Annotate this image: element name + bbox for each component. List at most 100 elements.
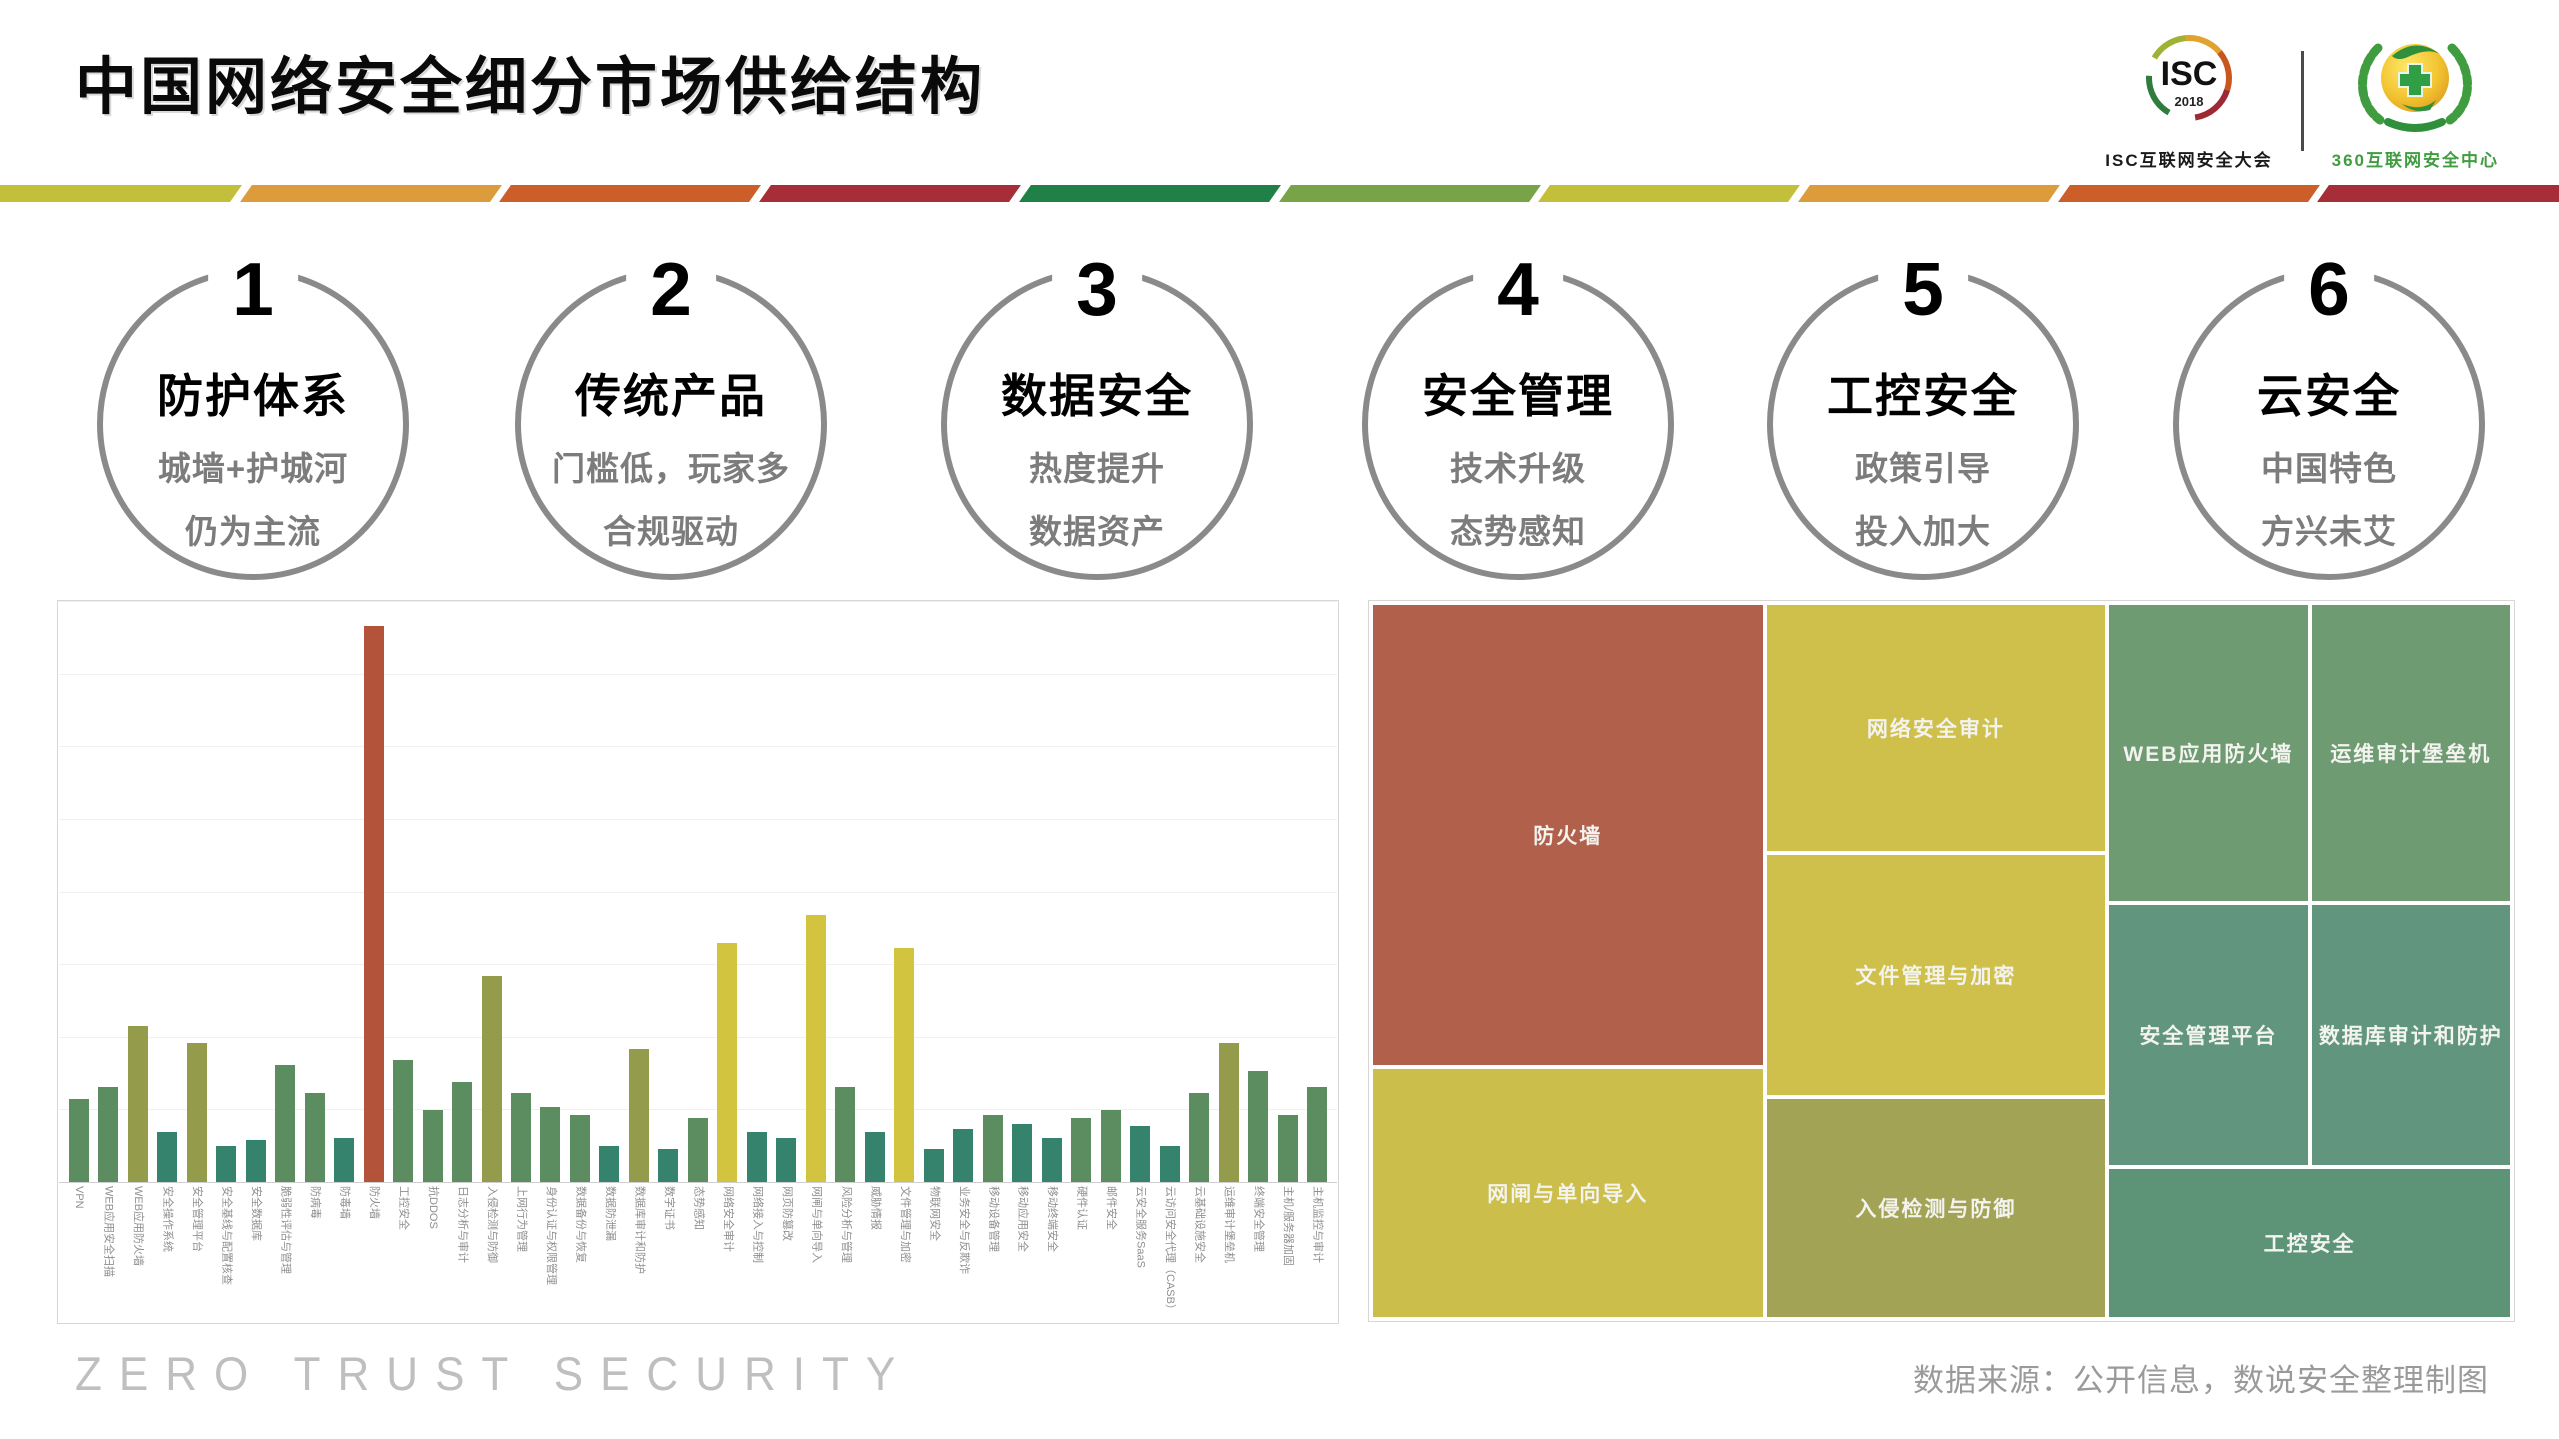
bar-业务安全与反欺诈 xyxy=(953,1129,974,1182)
highlight-line-1: 中国特色 xyxy=(2261,450,2397,487)
bar-label-slot: 网页防篡改 xyxy=(772,1186,801,1321)
bar-身份认证与权限管理 xyxy=(540,1107,561,1182)
bar-label-slot: 脆弱性评估与管理 xyxy=(270,1186,299,1321)
ribbon-segment-9 xyxy=(2057,185,2320,202)
bar-label-slot: 主机监控与审计 xyxy=(1302,1186,1331,1321)
bar-label: 网络接入与控制 xyxy=(751,1186,764,1263)
bar-slot xyxy=(683,1118,712,1182)
ribbon-segment-4 xyxy=(759,185,1021,202)
bar-chart: VPN WEB应用安全扫描 WEB应用防火墙 安全操作系统 安全管理平台 安全基线与配置核… xyxy=(57,600,1339,1324)
bar-slot xyxy=(1302,1087,1331,1182)
bar-label-slot: 云基础设施安全 xyxy=(1184,1186,1213,1321)
gridline xyxy=(59,674,1337,675)
highlight-title: 工控安全 xyxy=(1827,370,2019,422)
bar-slot xyxy=(388,1060,417,1182)
treemap-cell-label: 数据库审计和防护 xyxy=(2318,1024,2503,1048)
highlight-title: 传统产品 xyxy=(575,370,767,422)
treemap-cell-防火墙: 防火墙 xyxy=(1373,605,1763,1066)
bar-slot xyxy=(123,1026,152,1182)
bar-labels-layer: VPN WEB应用安全扫描 WEB应用防火墙 安全操作系统 安全管理平台 安全基线与配置核… xyxy=(64,1186,1332,1321)
bar-防病毒 xyxy=(304,1093,325,1182)
bar-slot xyxy=(64,1099,93,1182)
highlight-line-1: 政策引导 xyxy=(1855,450,1991,487)
bar-label: 硬件认证 xyxy=(1075,1186,1088,1230)
bar-label-slot: 抗DDOS xyxy=(418,1186,447,1321)
bar-slot xyxy=(93,1087,122,1182)
bar-label: 数据防泄漏 xyxy=(603,1186,616,1241)
bar-slot xyxy=(1066,1118,1095,1182)
bar-label: WEB应用防火墙 xyxy=(132,1186,145,1267)
bar-label-slot: 移动设备管理 xyxy=(978,1186,1007,1321)
bar-label-slot: 终端安全管理 xyxy=(1243,1186,1272,1321)
bar-label: 安全操作系统 xyxy=(161,1186,174,1252)
ribbon-segment-1 xyxy=(0,185,242,202)
treemap-row: WEB应用防火墙 运维审计堡垒机 xyxy=(2109,605,2511,901)
bar-label: 身份认证与权限管理 xyxy=(544,1186,557,1285)
highlight-circle-2: 2 传统产品 门槛低，玩家多 合规驱动 xyxy=(515,252,827,580)
treemap-cell-label: 安全管理平台 xyxy=(2139,1024,2278,1048)
watermark: ZERO TRUST SECURITY xyxy=(75,1348,913,1401)
bar-label-slot: 主机/服务器加固 xyxy=(1273,1186,1302,1321)
logo-360: 360互联网安全中心 xyxy=(2332,30,2499,171)
bar-slot xyxy=(978,1115,1007,1182)
bar-label-slot: 上网行为管理 xyxy=(506,1186,535,1321)
x-axis-line xyxy=(59,1182,1337,1183)
bar-label-slot: 防火墙 xyxy=(359,1186,388,1321)
bar-label: 云访问安全代理（CASB） xyxy=(1164,1186,1177,1315)
highlight-line-2: 仍为主流 xyxy=(185,513,321,551)
highlight-line-1: 技术升级 xyxy=(1450,450,1586,487)
isc-logo-icon: ISC 2018 xyxy=(2145,35,2232,121)
bar-slot xyxy=(447,1082,476,1182)
bar-邮件安全 xyxy=(1100,1110,1121,1182)
bar-label: 物联网安全 xyxy=(928,1186,941,1241)
bar-label-slot: 移动终端安全 xyxy=(1037,1186,1066,1321)
bar-WEB应用安全扫描 xyxy=(98,1087,119,1182)
bar-slot xyxy=(182,1043,211,1182)
bar-移动终端安全 xyxy=(1041,1138,1062,1182)
bar-slot xyxy=(742,1132,771,1182)
bar-label: 数字证书 xyxy=(662,1186,675,1230)
bar-抗DDOS xyxy=(422,1110,443,1182)
bar-label: 风险分析与管理 xyxy=(839,1186,852,1263)
bar-label-slot: 移动应用安全 xyxy=(1008,1186,1037,1321)
page-title: 中国网络安全细分市场供给结构 xyxy=(75,53,986,122)
bar-label: 云基础设施安全 xyxy=(1193,1186,1206,1263)
bar-label: 抗DDOS xyxy=(427,1186,440,1229)
highlight-number: 3 xyxy=(1052,252,1142,327)
treemap-cell-入侵检测与防御: 入侵检测与防御 xyxy=(1766,1098,2106,1317)
bar-label-slot: WEB应用防火墙 xyxy=(123,1186,152,1321)
bar-数据库审计和防护 xyxy=(628,1049,649,1182)
ribbon-segment-3 xyxy=(499,185,762,202)
bar-label-slot: 业务安全与反欺诈 xyxy=(949,1186,978,1321)
bar-label-slot: 威胁情报 xyxy=(860,1186,889,1321)
bar-slot xyxy=(211,1146,240,1182)
bar-slot xyxy=(890,948,919,1182)
bar-日志分析与审计 xyxy=(452,1082,473,1182)
highlight-number: 2 xyxy=(626,252,716,327)
bar-脆弱性评估与管理 xyxy=(275,1065,296,1182)
bar-label-slot: 入侵检测与防御 xyxy=(477,1186,506,1321)
bar-label-slot: 云安全服务SaaS xyxy=(1125,1186,1154,1321)
bar-label: 日志分析与审计 xyxy=(456,1186,469,1263)
bar-slot xyxy=(270,1065,299,1182)
bar-slot xyxy=(919,1149,948,1182)
highlight-line-2: 方兴未艾 xyxy=(2261,513,2397,551)
color-ribbon xyxy=(0,185,2559,202)
ribbon-segment-6 xyxy=(1278,185,1541,202)
bar-label: 防毒墙 xyxy=(338,1186,351,1219)
treemap-cell-数据库审计和防护: 数据库审计和防护 xyxy=(2311,904,2511,1166)
bar-label-slot: 风险分析与管理 xyxy=(831,1186,860,1321)
bar-label-slot: 工控安全 xyxy=(388,1186,417,1321)
highlight-line-1: 城墙+护城河 xyxy=(157,450,349,487)
highlight-title: 防护体系 xyxy=(157,370,349,422)
bar-label: 安全数据库 xyxy=(250,1186,263,1241)
bar-云基础设施安全 xyxy=(1189,1093,1210,1182)
bar-label: 数据库审计和防护 xyxy=(633,1186,646,1274)
bar-威胁情报 xyxy=(864,1132,885,1182)
bar-label: 终端安全管理 xyxy=(1252,1186,1265,1252)
highlight-number: 4 xyxy=(1473,252,1563,327)
bar-slot xyxy=(565,1115,594,1182)
bar-label: 防火墙 xyxy=(368,1186,381,1219)
ribbon-segment-2 xyxy=(239,185,502,202)
